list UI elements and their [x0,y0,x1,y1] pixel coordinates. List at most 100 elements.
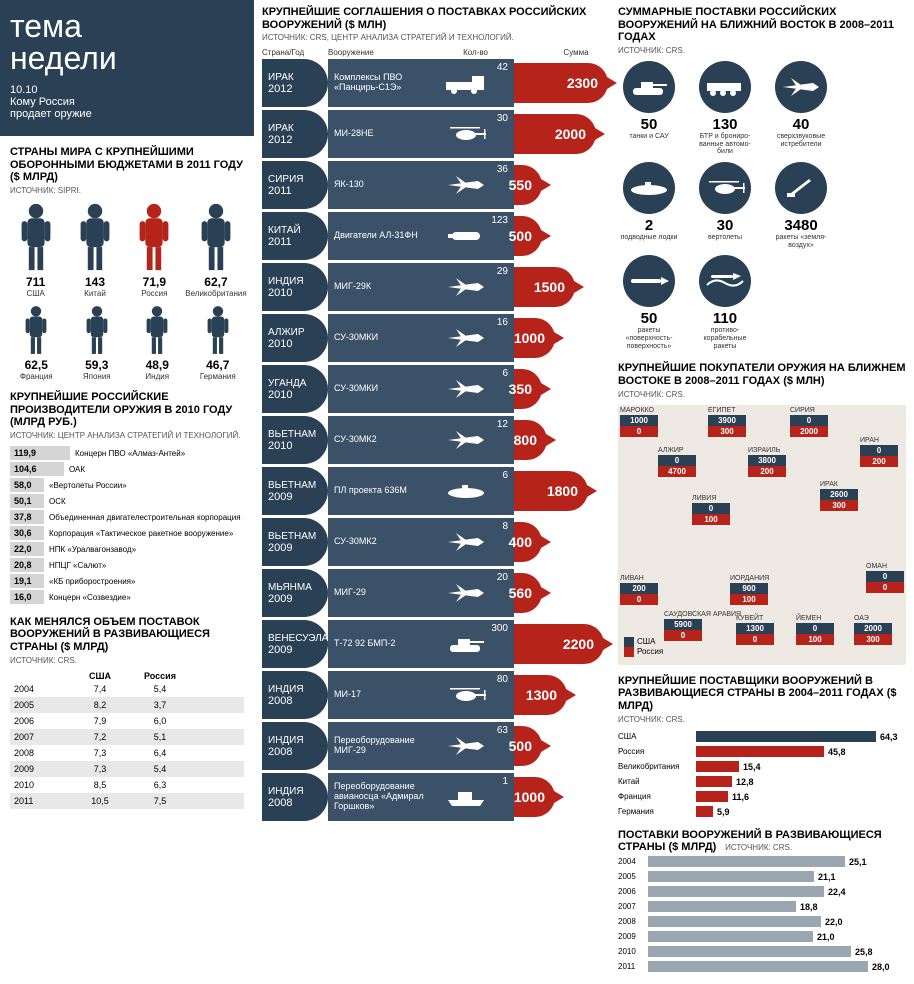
suppliers-source: ИСТОЧНИК: CRS. [618,715,906,724]
deal-sum: 1300 [514,675,567,715]
timeline-row: 201025,8 [618,945,906,959]
budgets-source: ИСТОЧНИК: SIPRI. [10,186,244,195]
budgets-section: СТРАНЫ МИРА С КРУПНЕЙШИМИ ОБОРОННЫМИ БЮД… [0,136,254,381]
deal-year: 2012 [268,134,322,146]
supplier-value: 11,6 [732,792,749,802]
summary-value: 30 [717,217,734,234]
producer-name: «Вертолеты России» [44,481,127,490]
deal-row: УГАНДА2010 СУ-30МКИ 6 350 [262,365,606,413]
deal-bullet: 500 [514,722,606,770]
buyer-ru: 0 [866,582,904,593]
table-year: 2011 [10,796,70,806]
deal-qty: 63 [497,725,508,736]
deal-country: ВЬЕТНАМ [268,429,322,440]
deal-qty: 300 [491,623,508,634]
deal-sum: 400 [514,522,542,562]
deal-country: ИНДИЯ [268,684,322,695]
timeline-bar [648,886,824,897]
buyer-name: КУВЕЙТ [736,615,774,622]
table-source: ИСТОЧНИК: CRS. [10,656,244,665]
buyer-name: ЛИВАН [620,575,658,582]
table-year: 2004 [10,684,70,694]
soldier-item: 62,7Великобритания [188,201,244,298]
buyer-ru: 0 [664,630,702,641]
deal-year: 2008 [268,746,322,758]
buyer-name: САУДОВСКАЯ АРАВИЯ [664,611,741,618]
header-sub-2: продает оружие [10,108,244,120]
soldier-label: США [26,289,44,298]
summary-item: 130БТР и брониро-ванные автомо-били [694,61,756,156]
summary-value: 40 [793,116,810,133]
buyer-ru: 300 [854,634,892,645]
timeline-year: 2004 [618,857,648,866]
soldier-label: Россия [141,289,167,298]
timeline-value: 25,1 [849,857,867,867]
deal-sum: 2200 [514,624,604,664]
summary-label: танки и САУ [629,133,668,141]
buyer-name: СИРИЯ [790,407,828,414]
timeline-row: 200718,8 [618,900,906,914]
deal-mid: МИ-17 80 [328,671,514,719]
deal-mid: Переоборудование МИГ-29 63 [328,722,514,770]
buyer-us: 200 [620,583,658,594]
deal-sum: 500 [514,726,542,766]
producer-name: «КБ приборостроения» [44,577,135,586]
summary-value: 50 [641,310,658,327]
deal-sum: 1000 [514,777,555,817]
deal-mid: Переоборудование авианосца «Адмирал Горш… [328,773,514,821]
deal-year: 2008 [268,797,322,809]
buyer-us: 3900 [708,415,746,426]
buyer-ru: 200 [860,456,898,467]
deal-country: МЬЯНМА [268,582,322,593]
table-us: 7,4 [70,684,130,694]
producer-value: 20,8 [10,558,44,572]
table-year: 2010 [10,780,70,790]
table-us: 7,9 [70,716,130,726]
table-row: 201110,57,5 [10,793,244,809]
table-us: 7,2 [70,732,130,742]
soldier-label: Франция [20,372,53,381]
buyer-us: 2600 [820,489,858,500]
table-row: 20087,36,4 [10,745,244,761]
soldier-item: 48,9Индия [131,304,184,381]
buyer-name: АЛЖИР [658,447,696,454]
supplier-label: Россия [618,747,696,756]
deal-bullet: 2300 [514,59,606,107]
deal-bullet: 550 [514,161,606,209]
table-row: 20047,45,4 [10,681,244,697]
producer-row: 50,1ОСК [10,494,244,509]
legend-usa: США [637,637,655,646]
summary-icon [699,61,751,113]
deal-qty: 42 [497,62,508,73]
deal-country-year: ИРАК2012 [262,59,328,107]
timeline-value: 28,0 [872,962,890,972]
soldier-label: Китай [84,289,106,298]
supplier-label: Великобритания [618,762,696,771]
summary-value: 2 [645,217,653,234]
supplier-bar [696,746,824,757]
weapon-icon [424,531,508,553]
budgets-title: СТРАНЫ МИРА С КРУПНЕЙШИМИ ОБОРОННЫМИ БЮД… [10,146,244,184]
producer-value: 16,0 [10,590,44,604]
deal-country: СИРИЯ [268,174,322,185]
deal-year: 2011 [268,236,322,248]
deal-weapon: Т-72 92 БМП-2 [334,639,424,649]
supplier-value: 15,4 [743,762,761,772]
deal-row: ВЬЕТНАМ2010 СУ-30МК2 12 800 [262,416,606,464]
buyer-name: ОАЭ [854,615,892,622]
deal-year: 2009 [268,542,322,554]
deal-year: 2010 [268,338,322,350]
deal-country-year: МЬЯНМА2009 [262,569,328,617]
timeline-year: 2011 [618,962,648,971]
deal-country-year: КИТАЙ2011 [262,212,328,260]
summary-item: 110противо-корабельные ракеты [694,255,756,350]
timeline-value: 21,0 [817,932,835,942]
buyer-name: ИРАК [820,481,858,488]
deal-bullet: 2200 [514,620,606,668]
deals-headers: Страна/Год Вооружение Кол-во Сумма [262,48,606,57]
deal-weapon: СУ-30МКИ [334,333,424,343]
producer-name: Корпорация «Тактическое ракетное вооруже… [44,529,233,538]
timeline-row: 2009 21,0 [618,930,906,944]
timeline-year: 2009 [618,932,648,941]
deal-country: ИРАК [268,72,322,83]
